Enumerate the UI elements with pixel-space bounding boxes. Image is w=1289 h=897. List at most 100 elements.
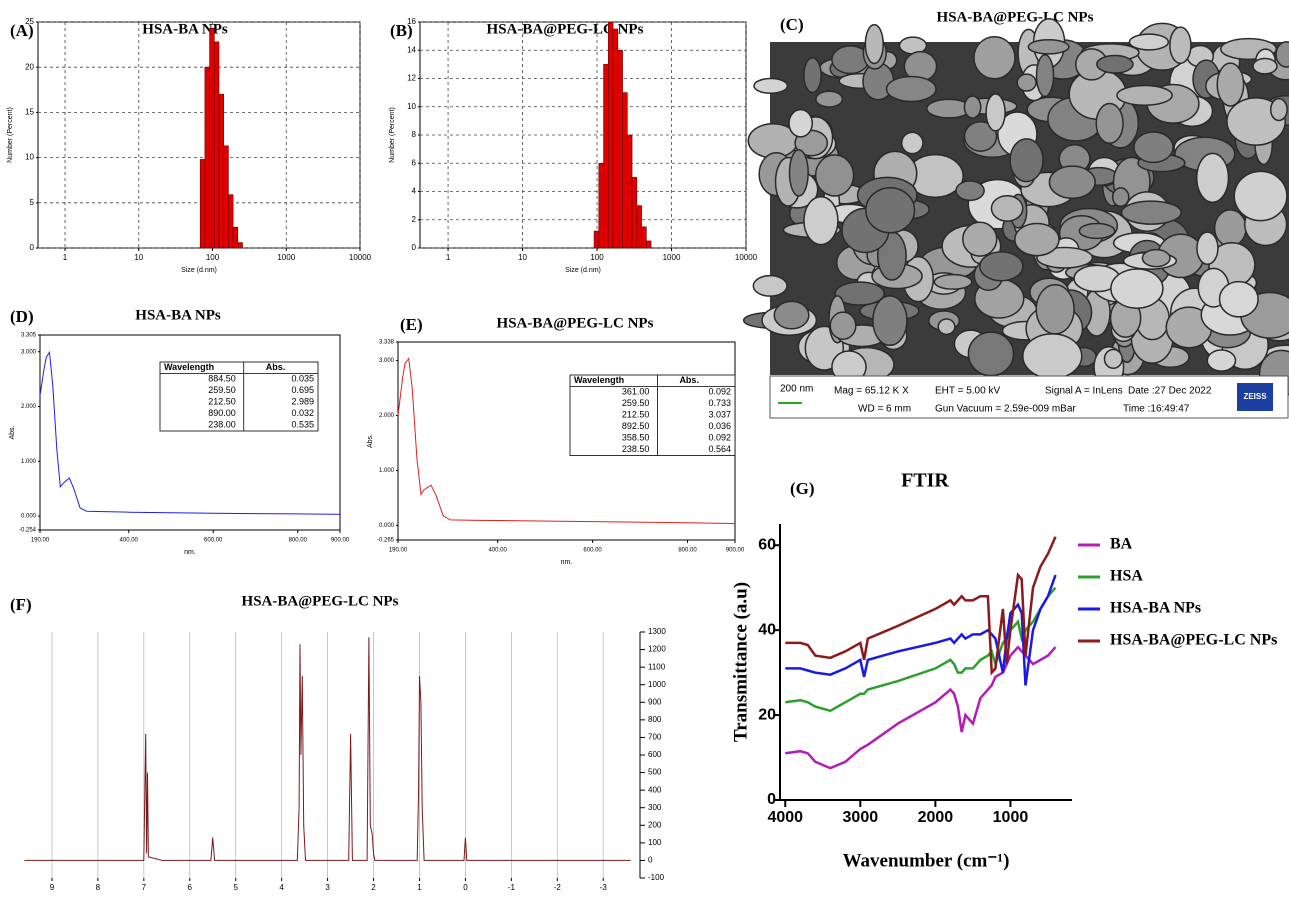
y-tick-label: 1100 xyxy=(648,662,666,671)
table-cell: 259.50 xyxy=(622,398,650,408)
particle xyxy=(937,318,956,336)
x-tick-label: 10 xyxy=(134,253,143,262)
x-tick-label: 400.00 xyxy=(488,548,507,554)
particle xyxy=(1195,152,1230,204)
particle xyxy=(834,281,885,306)
table-cell: 0.695 xyxy=(291,385,314,395)
y-tick-label: 0 xyxy=(648,856,653,865)
y-tick-label: 800 xyxy=(648,715,662,724)
particle xyxy=(753,77,789,95)
particle xyxy=(1141,248,1171,268)
particle xyxy=(788,148,809,197)
particle xyxy=(865,186,916,234)
x-tick-label: -1 xyxy=(508,883,516,892)
x-tick-label: 10 xyxy=(518,253,527,262)
bar xyxy=(237,242,243,249)
table-cell: 238.50 xyxy=(622,444,650,454)
x-tick-label: 5 xyxy=(233,883,238,892)
plot-frame xyxy=(39,334,341,531)
y-tick-label: 400 xyxy=(648,785,662,794)
x-tick-label: 190.00 xyxy=(31,538,50,544)
particle xyxy=(1233,170,1288,222)
y-tick-label: 100 xyxy=(648,838,662,847)
y-tick-label: 10 xyxy=(25,153,34,162)
particle xyxy=(1218,280,1259,318)
x-tick-label: 400.00 xyxy=(120,538,139,544)
particle xyxy=(885,75,937,103)
y-tick-label: 1.000 xyxy=(21,459,37,465)
particle xyxy=(1216,62,1245,107)
x-tick-label: -3 xyxy=(600,883,608,892)
image-info: Gun Vacuum = 2.59e-009 mBar xyxy=(935,404,1076,415)
particle xyxy=(933,273,973,290)
particle xyxy=(1269,97,1288,122)
bar xyxy=(593,230,600,249)
y-tick-label: 0 xyxy=(412,243,417,252)
y-tick-label: 1200 xyxy=(648,645,666,654)
x-tick-label: 1 xyxy=(63,253,68,262)
particle xyxy=(1016,73,1037,92)
y-tick-label: 60 xyxy=(758,536,776,553)
table-cell: 3.037 xyxy=(708,410,731,420)
x-tick-label: 900.00 xyxy=(726,548,745,554)
table-cell: 0.035 xyxy=(291,374,314,384)
y-tick-label: 3.338 xyxy=(379,340,395,346)
x-tick-label: 0 xyxy=(463,883,468,892)
image-info: EHT = 5.00 kV xyxy=(935,386,1000,397)
bar xyxy=(641,226,647,249)
bar xyxy=(213,41,220,249)
x-tick-label: 3 xyxy=(325,883,330,892)
image-info: Time :16:49:47 xyxy=(1123,404,1190,415)
x-axis-label: Wavenumber (cm⁻¹) xyxy=(843,850,1010,871)
y-tick-label: -0.265 xyxy=(377,538,395,544)
panel-title: HSA-BA@PEG-LC NPs xyxy=(487,21,644,37)
bar xyxy=(622,92,628,249)
plot-frame xyxy=(37,21,361,249)
x-tick-label: 190.00 xyxy=(389,548,408,554)
particle xyxy=(973,35,1016,80)
y-tick-label: 8 xyxy=(412,130,417,139)
particle xyxy=(1206,349,1237,372)
x-axis-label: nm. xyxy=(184,549,196,556)
bar xyxy=(636,205,642,249)
bar xyxy=(209,28,215,249)
y-tick-label: 6 xyxy=(412,158,417,167)
particle xyxy=(990,194,1024,222)
bar xyxy=(646,240,652,249)
y-tick-label: 14 xyxy=(407,45,416,54)
panel-label: (A) xyxy=(10,21,34,40)
y-tick-label: 15 xyxy=(25,108,34,117)
bar xyxy=(228,194,234,249)
x-tick-label: 800.00 xyxy=(289,538,308,544)
bar xyxy=(603,64,609,249)
y-tick-label: 1000 xyxy=(648,680,666,689)
table-cell: 238.00 xyxy=(208,420,236,430)
y-tick-label: 0 xyxy=(767,791,776,808)
particle xyxy=(963,95,982,119)
particle xyxy=(1110,268,1164,309)
x-tick-label: 9 xyxy=(50,883,55,892)
table-cell: 212.50 xyxy=(622,410,650,420)
data-line xyxy=(39,350,341,515)
particle xyxy=(829,311,857,340)
x-tick-label: 1000 xyxy=(663,253,681,262)
x-tick-label: 1 xyxy=(446,253,451,262)
bar xyxy=(631,177,638,249)
particle xyxy=(1169,26,1192,65)
particle xyxy=(1014,222,1060,257)
particle xyxy=(955,180,985,202)
x-axis-label: nm. xyxy=(561,559,573,566)
y-tick-label: 600 xyxy=(648,750,662,759)
bar xyxy=(627,134,633,249)
particle xyxy=(752,274,788,297)
x-tick-label: -2 xyxy=(554,883,562,892)
image-info: WD = 6 mm xyxy=(858,404,911,415)
particle xyxy=(803,57,822,94)
y-axis-label: Transmittance (a.u) xyxy=(730,582,751,742)
bar xyxy=(617,49,623,249)
particle xyxy=(815,90,844,108)
particle xyxy=(900,131,924,155)
particle xyxy=(1048,165,1096,200)
table-cell: 259.50 xyxy=(208,385,236,395)
y-tick-label: 200 xyxy=(648,820,662,829)
